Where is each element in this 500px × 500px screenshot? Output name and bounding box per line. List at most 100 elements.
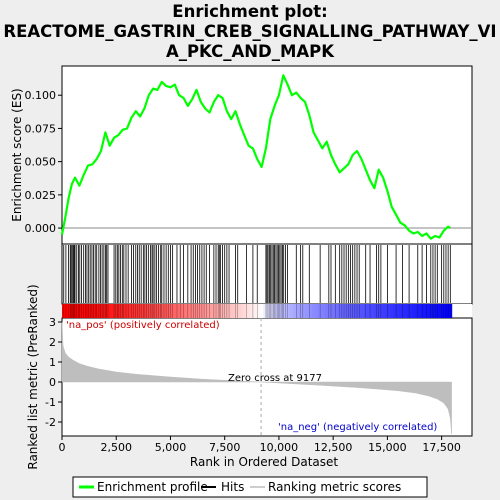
gradient-segment [110,304,115,318]
gradient-segment [175,304,180,318]
gradient-segment [425,304,430,318]
gradient-segment [315,304,320,318]
es-ytick-label: 0.100 [25,89,57,102]
gradient-segment [250,304,255,318]
gradient-segment [299,304,303,318]
gradient-segment [91,304,96,318]
rank-xtick-label: 17,500 [422,441,461,454]
gradient-segment [178,304,183,318]
hits-layer [63,245,451,303]
gradient-segment [126,304,131,318]
gradient-segment [243,304,248,318]
gradient-segment [185,304,190,318]
title-line-2: REACTOME_GASTRIN_CREB_SIGNALLING_PATHWAY… [3,22,497,41]
gradient-segment [389,304,394,318]
gradient-segment [240,304,245,318]
gradient-segment [383,304,388,318]
gradient-segment [136,304,141,318]
gradient-segment [234,304,238,318]
gradient-segment [123,304,128,318]
gradient-segment [396,304,401,318]
gradient-segment [191,304,196,318]
gradient-segment [130,304,135,318]
gradient-segment [344,304,349,318]
legend-label-hits: Hits [221,480,244,494]
gradient-segment [149,304,154,318]
gradient-segment [139,304,144,318]
gradient-segment [292,304,297,318]
gradient-segment [318,304,323,318]
gradient-segment [412,304,417,318]
gradient-segment [422,304,427,318]
gradient-segment [172,304,177,318]
gradient-segment [204,304,209,318]
rank-xtick-label: 7,500 [209,441,241,454]
rank-ytick-label: -2 [45,416,56,429]
gradient-segment [331,304,336,318]
gradient-segment [279,304,284,318]
gradient-segment [237,304,242,318]
gradient-segment [224,304,229,318]
neg-label: 'na_neg' (negatively correlated) [278,422,437,433]
gradient-segment [198,304,203,318]
legend-label-ranking: Ranking metric scores [268,480,401,494]
gradient-segment [276,304,281,318]
gradient-segment [143,304,148,318]
gradient-segment [393,304,398,318]
title-line-1: Enrichment plot: [172,2,328,21]
gradient-segment [373,304,378,318]
gradient-segment [328,304,333,318]
gradient-segment [370,304,375,318]
rank-ytick-label: 3 [49,316,56,329]
gradient-segment [65,304,70,318]
gradient-segment [305,304,310,318]
gradient-segment [159,304,164,318]
gradient-segment [107,304,112,318]
gradient-segment [337,304,342,318]
gradient-segment [87,304,92,318]
gradient-segment [324,304,329,318]
gradient-segment [289,304,294,318]
gradient-segment [84,304,89,318]
gradient-segment [354,304,359,318]
gradient-segment [286,304,290,318]
gradient-segment [227,304,232,318]
gradient-segment [208,304,212,318]
gradient-segment [273,304,277,318]
gradient-segment [445,304,449,318]
gradient-segment [308,304,313,318]
gradient-segment [380,304,385,318]
es-ytick-label: 0.075 [25,122,57,135]
rank-xtick-label: 5,000 [155,441,187,454]
gradient-segment [263,304,268,318]
es-layer [60,74,472,240]
gradient-segment [217,304,222,318]
rank-ytick-label: 1 [49,356,56,369]
es-ytick-label: 0.000 [25,222,57,235]
rank-ytick-label: 2 [49,336,56,349]
legend-label-enrichment: Enrichment profile [97,480,208,494]
rank-xtick-label: 15,000 [368,441,407,454]
gradient-segment [156,304,161,318]
correlation-gradient-bar [62,304,453,318]
gradient-segment [182,304,186,318]
gradient-segment [211,304,216,318]
gradient-segment [188,304,193,318]
gradient-segment [221,304,225,318]
rank-layer [61,318,452,436]
gradient-segment [311,304,316,318]
rank-xlabel: Rank in Ordered Dataset [190,455,338,469]
gradient-segment [260,304,264,318]
rank-ytick-label: 0 [49,376,56,389]
gradient-segment [295,304,300,318]
gradient-segment [97,304,102,318]
gradient-segment [438,304,443,318]
gradient-segment [195,304,199,318]
legend: Enrichment profile Hits Ranking metric s… [72,476,428,498]
gradient-segment [399,304,404,318]
gradient-segment [334,304,339,318]
gradient-segment [78,304,83,318]
gradient-segment [169,304,173,318]
rank-xtick-label: 10,000 [260,441,299,454]
